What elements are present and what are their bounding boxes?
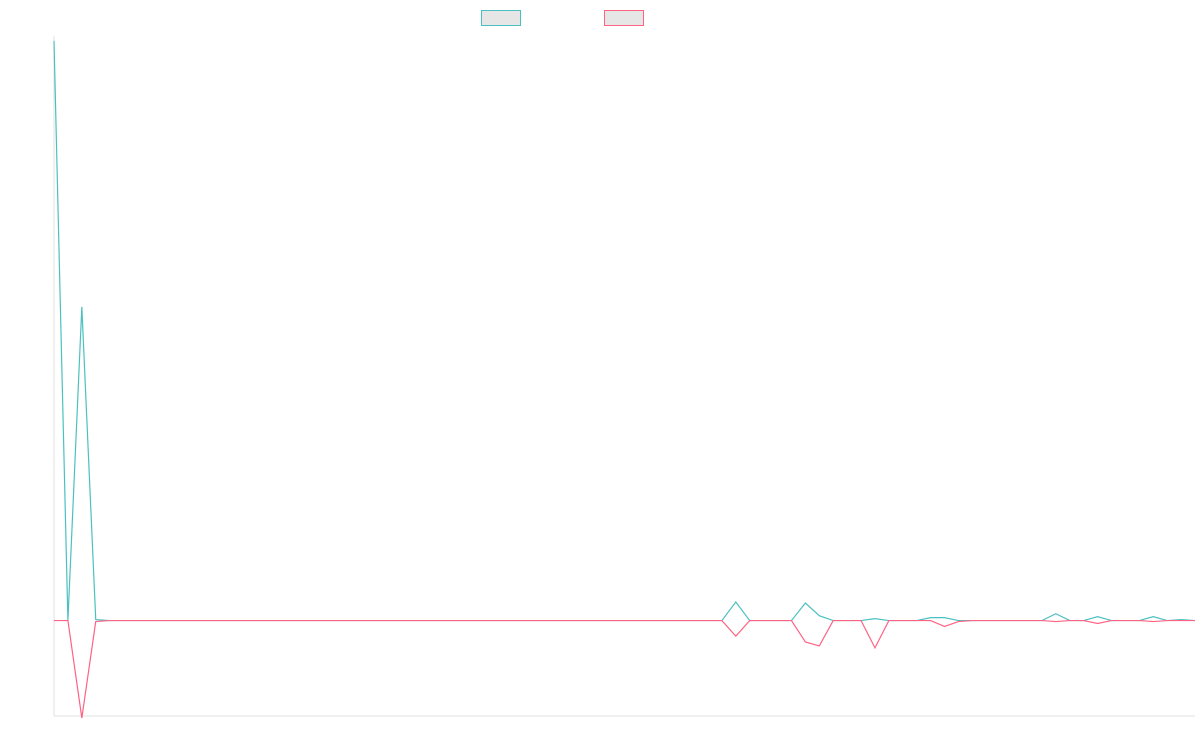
legend-swatch-series-1[interactable]	[481, 10, 521, 26]
series-line-1[interactable]	[53, 40, 1196, 622]
legend-swatch-series-2[interactable]	[604, 10, 644, 26]
series-line-2[interactable]	[54, 619, 1195, 719]
